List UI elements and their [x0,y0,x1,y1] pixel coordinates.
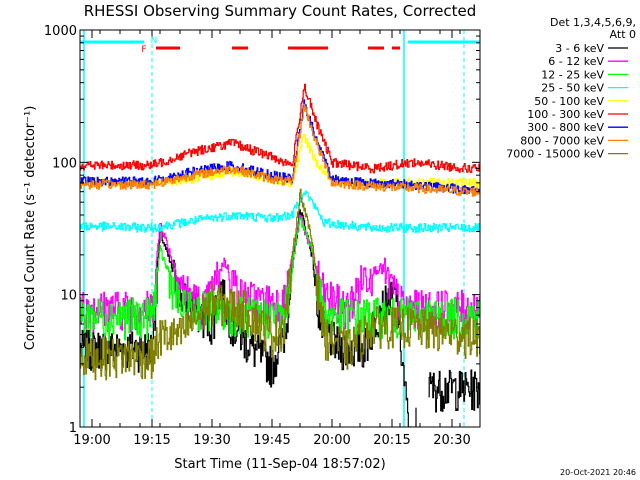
legend-label: 100 - 300 keV [527,108,604,121]
legend-label: 25 - 50 keV [541,82,604,95]
legend-label: 300 - 800 keV [527,121,604,134]
flare-flag-label: F [141,45,146,55]
series-trace-3 [80,190,480,234]
x-tick-label: 19:15 [133,433,170,448]
legend-label: 6 - 12 keV [548,55,604,68]
x-tick-label: 19:30 [193,433,230,448]
y-tick-label: 100 [52,156,77,171]
x-tick-label: 20:15 [373,433,410,448]
y-axis-label: Corrected Count Rate (s⁻¹ detector⁻¹) [23,106,38,351]
legend-header-detectors: Det 1,3,4,5,6,9, [550,16,636,29]
legend-label: 7000 - 15000 keV [506,148,604,161]
night-flag-label: N [151,36,158,46]
x-axis-label: Start Time (11-Sep-04 18:57:02) [174,457,385,472]
y-tick-label: 1 [69,421,77,436]
legend-label: 50 - 100 keV [534,95,604,108]
series-trace-8 [80,188,480,381]
y-tick-label: 10 [60,289,77,304]
series-trace-7 [80,103,480,197]
x-tick-label: 19:45 [253,433,290,448]
legend-label: 12 - 25 keV [541,68,604,81]
x-tick-label: 19:00 [73,433,110,448]
series-trace-5 [80,83,480,174]
legend-label: 3 - 6 keV [555,42,604,55]
y-tick-label: 1000 [44,24,77,39]
legend-label: 800 - 7000 keV [520,134,604,147]
x-tick-label: 20:00 [313,433,350,448]
generation-timestamp: 20-Oct-2021 20:46 [560,468,636,477]
chart-title: RHESSI Observing Summary Count Rates, Co… [84,2,477,20]
x-tick-label: 20:30 [433,433,470,448]
legend-header-attenuator: Att 0 [610,28,636,41]
